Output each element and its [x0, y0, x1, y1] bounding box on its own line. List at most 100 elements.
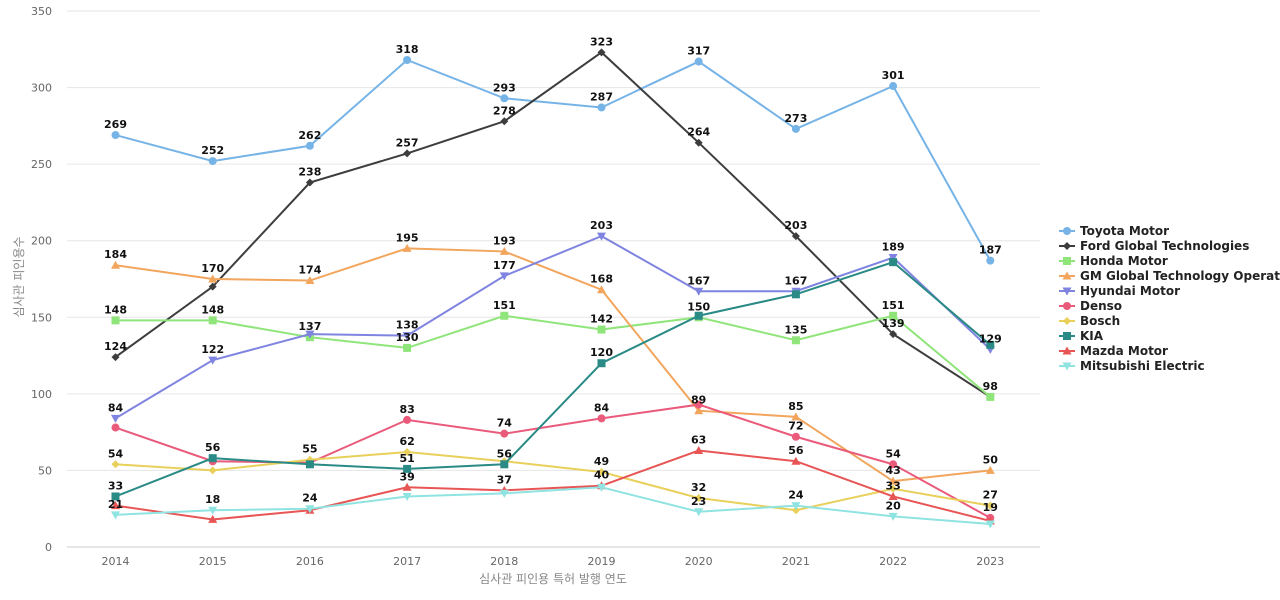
data-label: 151: [493, 299, 516, 312]
x-tick-label: 2023: [976, 555, 1004, 568]
data-point: [597, 483, 606, 492]
legend-label: Mazda Motor: [1080, 344, 1168, 358]
data-label: 264: [687, 126, 710, 139]
x-tick-label: 2022: [879, 555, 907, 568]
legend-label: Honda Motor: [1080, 254, 1168, 268]
series-layer: [111, 48, 995, 529]
data-point: [305, 330, 315, 339]
data-point: [111, 460, 120, 469]
data-label: 98: [983, 380, 998, 393]
data-label: 130: [396, 331, 419, 344]
data-point: [694, 311, 703, 320]
legend-item[interactable]: GM Global Technology Operat...: [1059, 269, 1280, 283]
data-point: [403, 343, 412, 352]
legend-item[interactable]: Honda Motor: [1059, 254, 1168, 268]
data-label: 18: [205, 493, 220, 506]
data-label: 257: [396, 136, 419, 149]
x-tick-label: 2018: [490, 555, 518, 568]
data-label: 72: [788, 420, 803, 433]
series-line: [115, 451, 991, 512]
data-point: [499, 246, 509, 255]
data-label: 54: [108, 447, 124, 460]
data-label: 189: [882, 241, 905, 254]
data-point: [403, 415, 412, 424]
legend-item[interactable]: Mazda Motor: [1059, 344, 1168, 358]
data-label: 20: [885, 499, 901, 512]
data-point: [986, 501, 995, 510]
legend-item[interactable]: Toyota Motor: [1059, 224, 1169, 238]
data-point: [403, 56, 412, 65]
data-point: [208, 454, 217, 463]
data-point: [791, 432, 800, 441]
data-label: 170: [201, 262, 224, 275]
data-point: [111, 260, 120, 269]
data-label: 168: [590, 273, 613, 286]
series-9: [111, 483, 995, 529]
data-label: 193: [493, 234, 516, 247]
data-label: 129: [979, 332, 1002, 345]
data-label: 50: [983, 453, 999, 466]
data-point: [986, 256, 995, 265]
data-label: 124: [104, 340, 127, 353]
data-point: [791, 502, 801, 511]
data-point: [694, 138, 703, 147]
data-label: 39: [399, 470, 414, 483]
data-point: [597, 103, 606, 112]
data-point: [694, 446, 704, 455]
data-label: 278: [493, 104, 516, 117]
legend-item[interactable]: Mitsubishi Electric: [1059, 359, 1205, 373]
data-point: [402, 332, 412, 341]
data-point: [111, 316, 120, 325]
data-point: [889, 311, 898, 320]
data-label: 21: [108, 498, 123, 511]
x-tick-label: 2015: [199, 555, 227, 568]
data-point: [403, 448, 412, 457]
data-point: [208, 274, 218, 283]
x-tick-label: 2017: [393, 555, 421, 568]
data-label: 43: [885, 464, 900, 477]
legend-item[interactable]: KIA: [1059, 329, 1104, 343]
data-label: 167: [687, 274, 710, 287]
data-label: 56: [205, 441, 221, 454]
data-point: [889, 258, 898, 267]
legend-item[interactable]: Bosch: [1059, 314, 1120, 328]
data-label: 317: [687, 45, 710, 58]
legend-label: Ford Global Technologies: [1080, 239, 1249, 253]
series-6: [111, 448, 995, 515]
data-point: [111, 423, 120, 432]
data-label: 151: [882, 299, 905, 312]
data-label: 142: [590, 313, 613, 326]
x-axis-ticks: 2014 2015 2016 2017 2018 2019 2020 2021 2022 2023: [102, 555, 1005, 568]
legend-item[interactable]: Hyundai Motor: [1059, 284, 1180, 298]
data-label: 323: [590, 35, 613, 48]
data-label: 56: [497, 447, 513, 460]
series-line: [115, 314, 991, 398]
x-tick-label: 2020: [685, 555, 713, 568]
y-tick-label: 200: [31, 235, 52, 248]
data-label: 33: [885, 479, 900, 492]
data-point: [208, 356, 218, 365]
legend-item[interactable]: Ford Global Technologies: [1059, 239, 1249, 253]
data-label: 24: [788, 489, 804, 502]
data-point: [791, 412, 801, 421]
data-point: [791, 290, 800, 299]
legend-marker: [1063, 317, 1071, 325]
data-point: [791, 506, 800, 515]
y-tick-label: 150: [31, 311, 52, 324]
data-point: [694, 57, 703, 66]
data-point: [305, 276, 315, 285]
data-point: [791, 124, 800, 133]
series-7: [111, 258, 995, 501]
data-label: 62: [399, 435, 414, 448]
data-point: [597, 48, 606, 57]
data-label: 33: [108, 479, 123, 492]
data-label: 137: [298, 320, 321, 333]
legend-item[interactable]: Denso: [1059, 299, 1122, 313]
series-line: [115, 247, 991, 483]
data-label: 83: [399, 403, 414, 416]
data-point: [597, 232, 606, 241]
data-label: 56: [788, 444, 804, 457]
data-point: [889, 460, 898, 469]
data-label: 238: [298, 166, 321, 179]
